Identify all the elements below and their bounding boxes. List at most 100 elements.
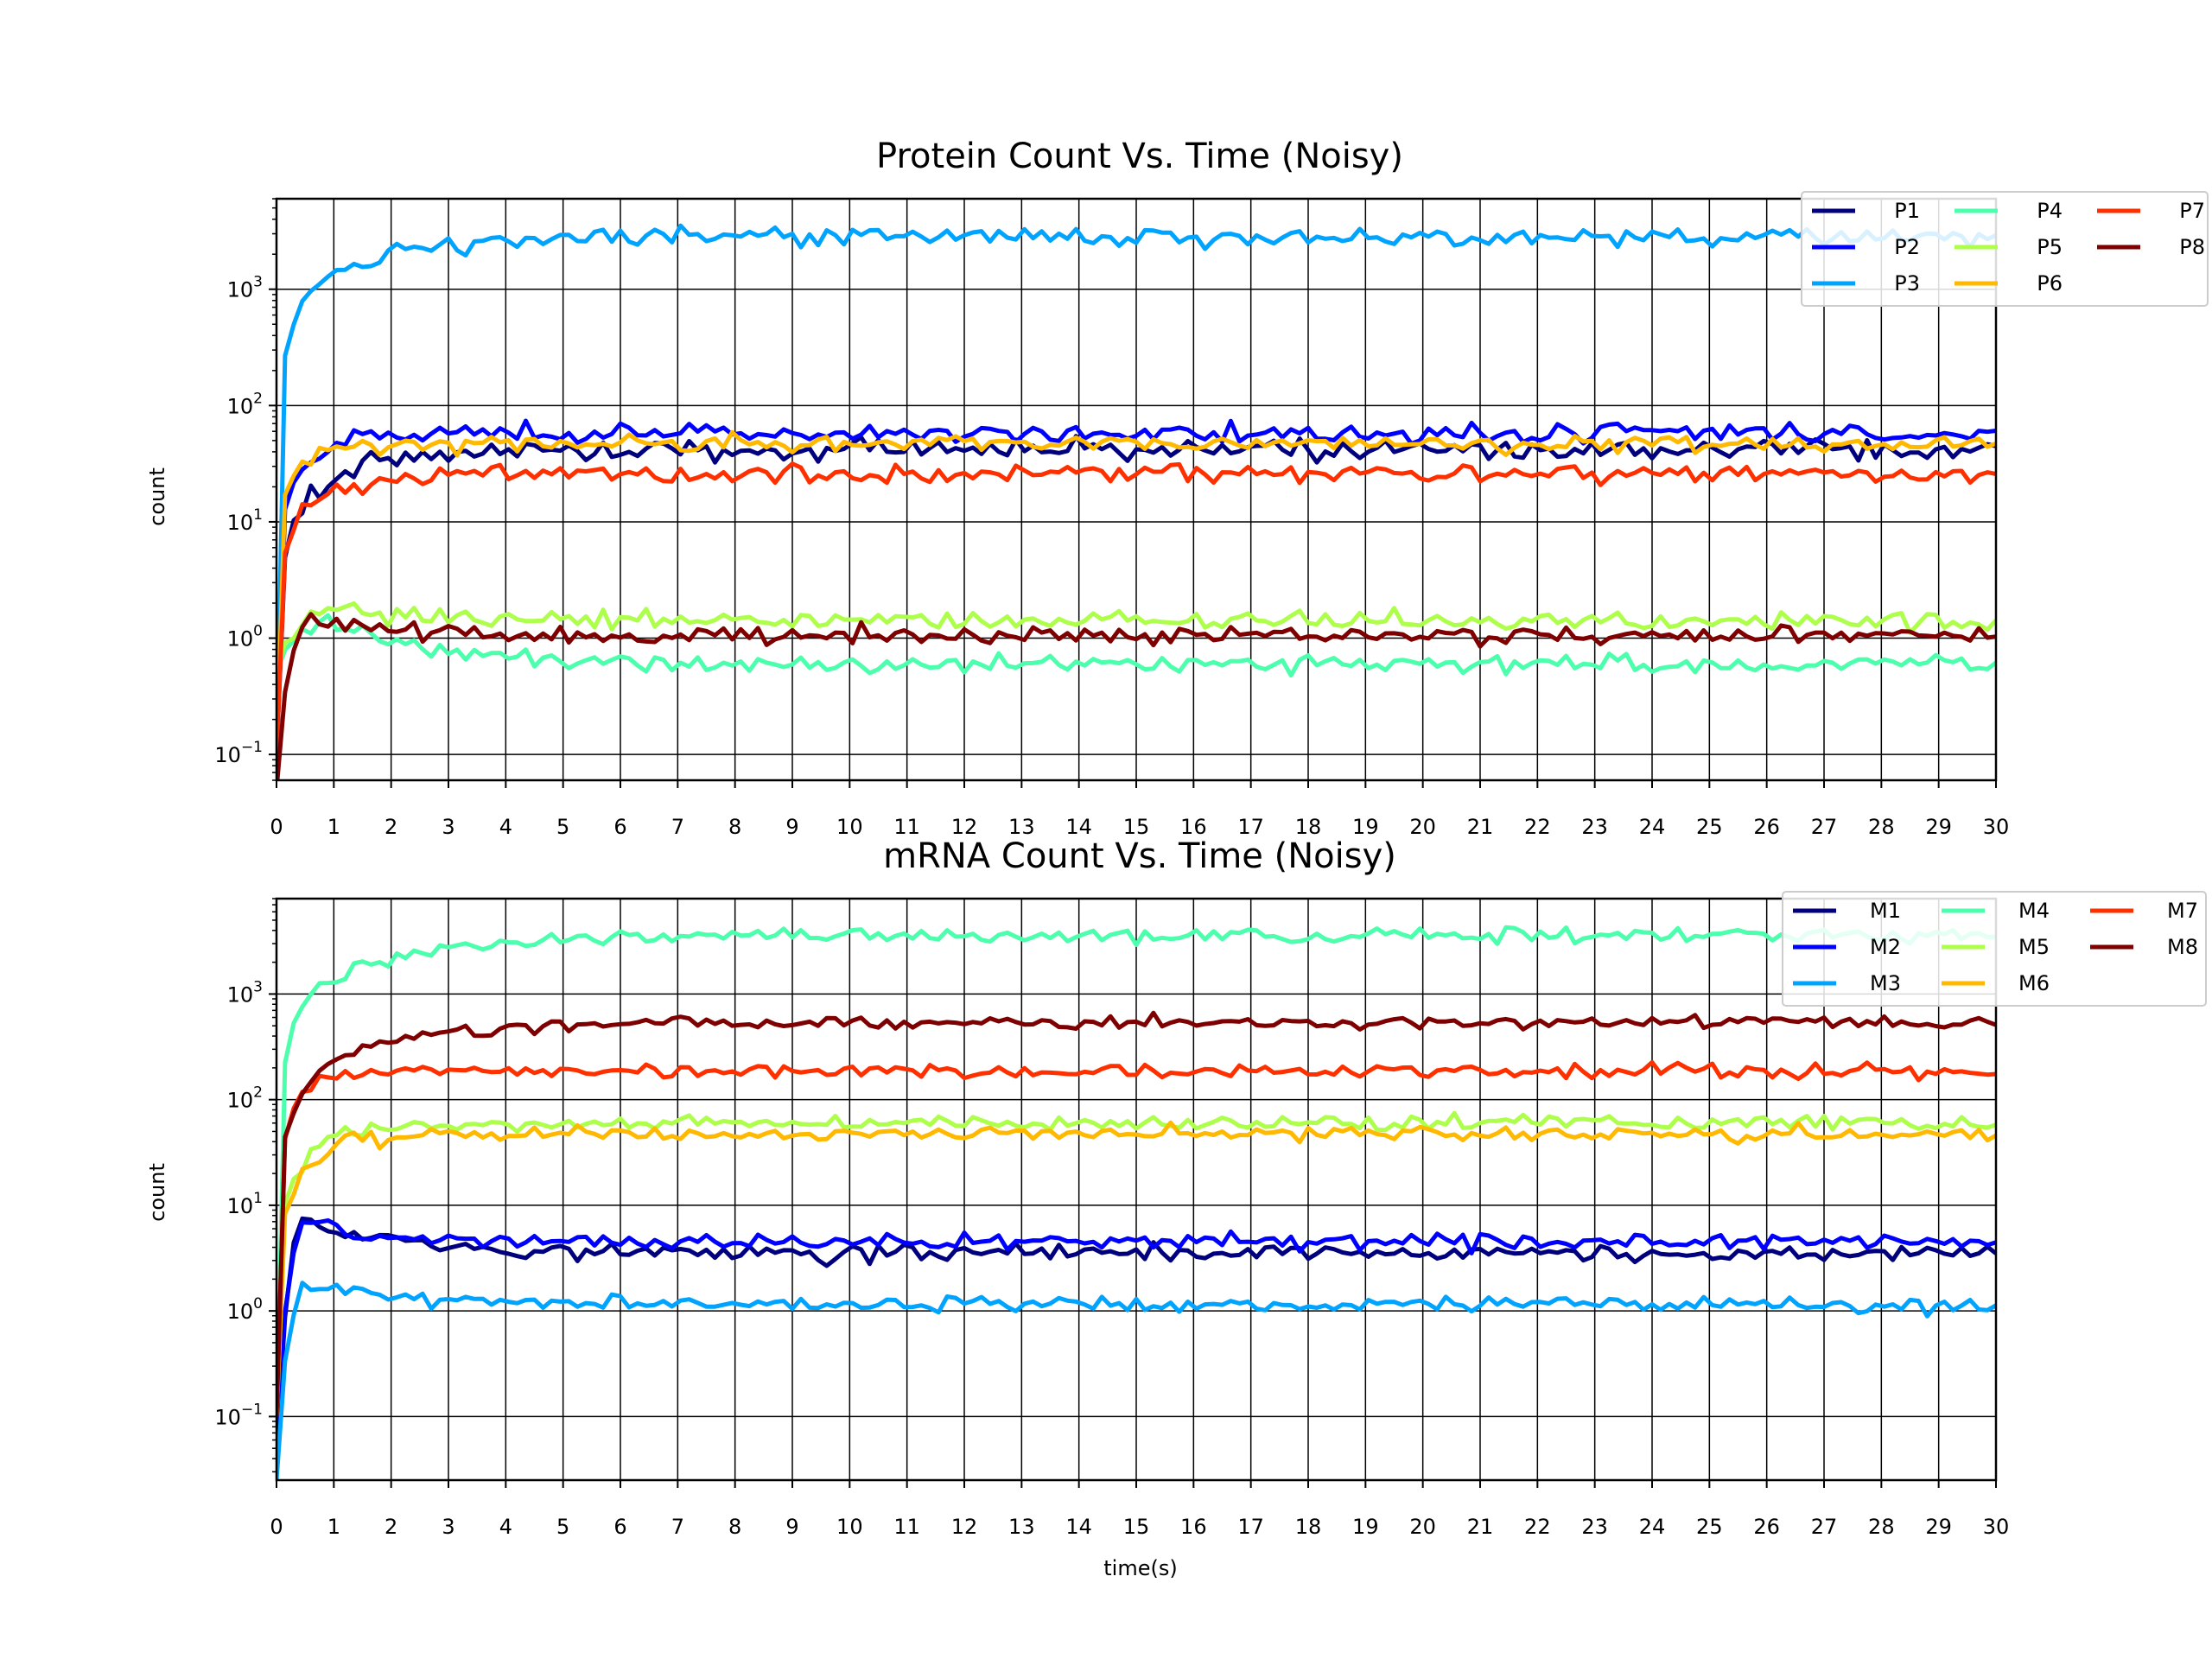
mrna-x-tick-label: 17 <box>1237 1515 1264 1539</box>
mrna-x-tick-label: 5 <box>556 1515 569 1539</box>
mrna-series-m7 <box>276 1059 1996 1417</box>
protein-chart-title: Protein Count Vs. Time (Noisy) <box>876 137 1403 176</box>
protein-series-p2 <box>276 418 1996 755</box>
protein-x-tick-label: 21 <box>1467 815 1494 839</box>
protein-x-tick-label: 26 <box>1753 815 1780 839</box>
protein-series-p6 <box>276 429 1996 755</box>
mrna-x-tick-label: 11 <box>893 1515 920 1539</box>
mrna-x-tick-label: 20 <box>1409 1515 1436 1539</box>
protein-x-tick-label: 15 <box>1123 815 1150 839</box>
protein-legend: P1 P2 P3 P4 P5 P6 P7 P8 <box>1801 191 2209 307</box>
protein-series-p8 <box>276 612 1996 780</box>
mrna-x-tick-label: 30 <box>1983 1515 2010 1539</box>
mrna-y-axis-label: count <box>145 1163 169 1222</box>
protein-x-tick-label: 1 <box>327 815 340 839</box>
mrna-x-tick-label: 4 <box>499 1515 512 1539</box>
mrna-series-lines <box>276 925 1996 1480</box>
mrna-x-tick-label: 0 <box>270 1515 283 1539</box>
protein-series-lines <box>276 223 1996 780</box>
protein-x-tick-label: 28 <box>1868 815 1895 839</box>
protein-legend-label-p6: P6 <box>2037 271 2063 296</box>
protein-y-axis-label: count <box>145 467 169 526</box>
protein-x-tick-label: 18 <box>1295 815 1322 839</box>
protein-legend-label-p3: P3 <box>1894 271 1920 296</box>
mrna-series-m4 <box>276 925 1996 1417</box>
mrna-x-tick-label: 25 <box>1696 1515 1723 1539</box>
protein-x-tick-label: 12 <box>951 815 978 839</box>
protein-x-tick-label: 0 <box>270 815 283 839</box>
mrna-x-tick-label: 18 <box>1295 1515 1322 1539</box>
mrna-x-tick-label: 26 <box>1753 1515 1780 1539</box>
protein-series-p5 <box>276 601 1996 674</box>
protein-x-tick-label: 19 <box>1352 815 1379 839</box>
mrna-x-tick-label: 1 <box>327 1515 340 1539</box>
mrna-legend-label-m6: M6 <box>2018 971 2050 995</box>
protein-x-tick-label: 22 <box>1524 815 1551 839</box>
protein-x-tick-label: 7 <box>671 815 684 839</box>
mrna-series-m5 <box>276 1110 1996 1417</box>
protein-x-tick-label: 25 <box>1696 815 1723 839</box>
protein-x-tick-label: 2 <box>385 815 397 839</box>
protein-legend-label-p2: P2 <box>1894 235 1920 259</box>
mrna-legend-label-m8: M8 <box>2167 935 2198 959</box>
protein-x-tick-label: 5 <box>556 815 569 839</box>
mrna-x-tick-label: 6 <box>613 1515 626 1539</box>
protein-legend-label-p7: P7 <box>2179 199 2205 223</box>
mrna-y-tick-label: 10−1 <box>214 1401 263 1429</box>
protein-legend-box <box>1801 191 2209 307</box>
protein-x-tick-label: 23 <box>1581 815 1608 839</box>
mrna-legend-label-m2: M2 <box>1870 935 1901 959</box>
mrna-x-tick-label: 2 <box>385 1515 397 1539</box>
mrna-legend-label-m1: M1 <box>1870 899 1901 923</box>
mrna-x-tick-label: 27 <box>1811 1515 1838 1539</box>
mrna-x-tick-label: 21 <box>1467 1515 1494 1539</box>
mrna-series-m6 <box>276 1120 1996 1417</box>
mrna-x-tick-label: 28 <box>1868 1515 1895 1539</box>
protein-x-tick-label: 16 <box>1180 815 1207 839</box>
mrna-plot-frame <box>275 897 1998 1482</box>
protein-x-tick-label: 8 <box>728 815 741 839</box>
protein-series-p7 <box>276 461 1996 755</box>
protein-x-tick-label: 6 <box>613 815 626 839</box>
protein-legend-label-p1: P1 <box>1894 199 1920 223</box>
mrna-x-tick-label: 9 <box>785 1515 798 1539</box>
protein-x-tick-label: 3 <box>442 815 454 839</box>
mrna-x-tick-label: 24 <box>1639 1515 1666 1539</box>
mrna-legend-label-m3: M3 <box>1870 971 1901 995</box>
mrna-series-m2 <box>276 1217 1996 1449</box>
protein-x-tick-label: 24 <box>1639 815 1666 839</box>
mrna-grid <box>269 898 1997 1488</box>
mrna-x-tick-label: 15 <box>1123 1515 1150 1539</box>
protein-x-tick-label: 9 <box>785 815 798 839</box>
protein-grid <box>269 198 1997 788</box>
mrna-series-m3 <box>276 1281 1996 1480</box>
mrna-x-tick-label: 13 <box>1008 1515 1035 1539</box>
mrna-x-tick-label: 3 <box>442 1515 454 1539</box>
mrna-chart: mRNA Count Vs. Time (Noisy) count time(s… <box>145 836 2207 1580</box>
mrna-x-tick-label: 14 <box>1065 1515 1092 1539</box>
protein-x-tick-label: 4 <box>499 815 512 839</box>
mrna-series-m1 <box>276 1216 1996 1449</box>
protein-x-tick-label: 14 <box>1065 815 1092 839</box>
mrna-x-tick-label: 19 <box>1352 1515 1379 1539</box>
protein-legend-label-p5: P5 <box>2037 235 2063 259</box>
protein-legend-label-p8: P8 <box>2179 235 2205 259</box>
mrna-legend-label-m5: M5 <box>2018 935 2050 959</box>
mrna-x-tick-label: 29 <box>1925 1515 1952 1539</box>
mrna-x-tick-label: 10 <box>836 1515 863 1539</box>
protein-x-tick-label: 11 <box>893 815 920 839</box>
protein-x-tick-label: 20 <box>1409 815 1436 839</box>
mrna-y-tick-label: 101 <box>227 1190 263 1218</box>
mrna-x-tick-label: 16 <box>1180 1515 1207 1539</box>
mrna-x-tick-label: 23 <box>1581 1515 1608 1539</box>
protein-x-tick-label: 30 <box>1983 815 2010 839</box>
protein-x-tick-label: 13 <box>1008 815 1035 839</box>
protein-series-p4 <box>276 613 1996 678</box>
protein-legend-label-p4: P4 <box>2037 199 2063 223</box>
mrna-legend-label-m7: M7 <box>2167 899 2198 923</box>
mrna-x-tick-label: 22 <box>1524 1515 1551 1539</box>
mrna-series-m8 <box>276 1010 1996 1417</box>
mrna-x-tick-label: 12 <box>951 1515 978 1539</box>
